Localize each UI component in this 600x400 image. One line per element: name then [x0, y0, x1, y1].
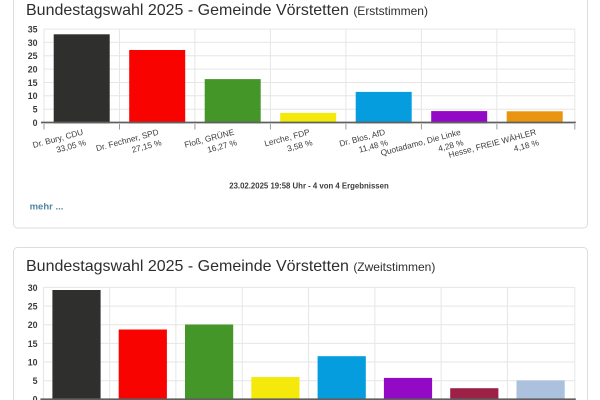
svg-text:35: 35 — [28, 25, 38, 35]
svg-text:20: 20 — [28, 320, 38, 330]
svg-text:15: 15 — [28, 78, 38, 88]
svg-text:30: 30 — [28, 283, 38, 293]
svg-text:20: 20 — [28, 65, 38, 75]
svg-text:25: 25 — [28, 51, 38, 61]
svg-text:mehr ...: mehr ... — [30, 202, 64, 213]
svg-text:Bundestagswahl 2025 - Gemeinde: Bundestagswahl 2025 - Gemeinde Vörstette… — [26, 258, 435, 275]
svg-text:5: 5 — [33, 105, 38, 115]
svg-text:25: 25 — [28, 301, 38, 311]
svg-text:0: 0 — [33, 395, 38, 400]
svg-text:Bundestagswahl 2025 - Gemeinde: Bundestagswahl 2025 - Gemeinde Vörstette… — [26, 2, 428, 19]
svg-text:10: 10 — [28, 357, 38, 367]
svg-text:0: 0 — [33, 118, 38, 128]
svg-text:30: 30 — [28, 38, 38, 48]
svg-text:10: 10 — [28, 91, 38, 101]
svg-text:5: 5 — [33, 376, 38, 386]
svg-text:23.02.2025 19:58 Uhr - 4 von 4: 23.02.2025 19:58 Uhr - 4 von 4 Ergebniss… — [229, 182, 389, 191]
svg-text:15: 15 — [28, 339, 38, 349]
